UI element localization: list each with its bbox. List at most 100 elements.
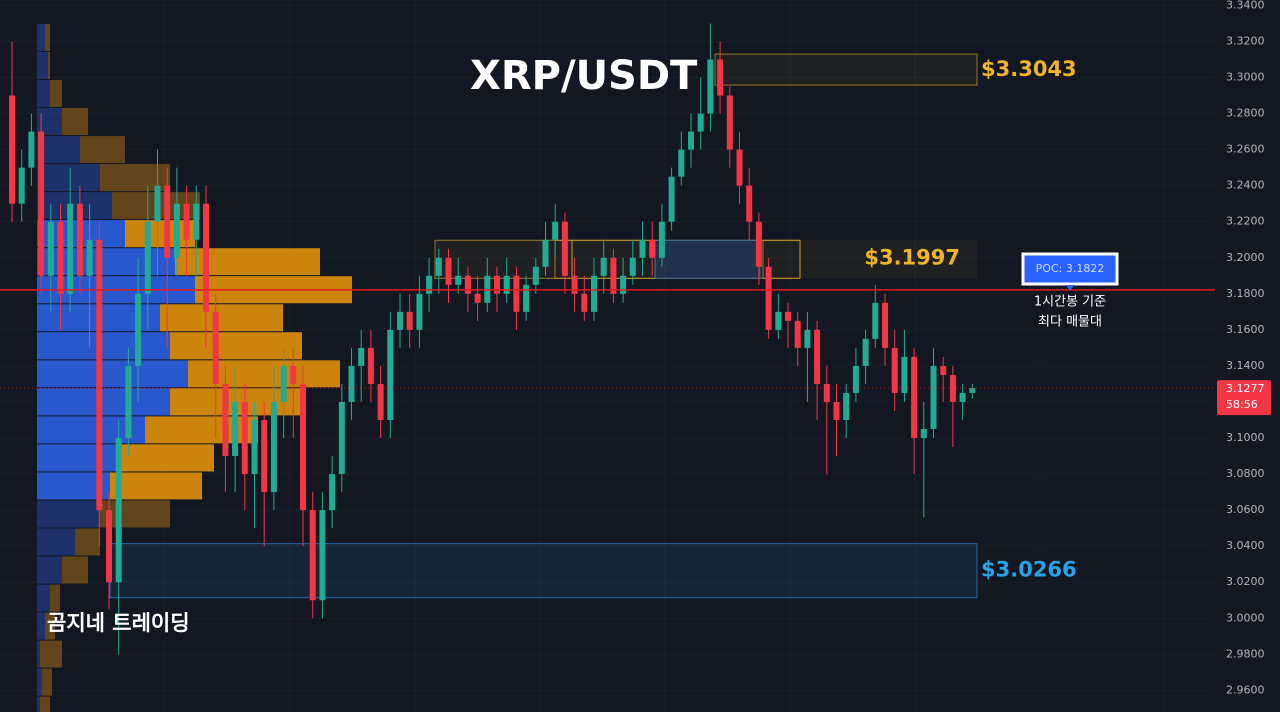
candle-body bbox=[969, 388, 976, 393]
countdown: 58:56 bbox=[1226, 398, 1258, 411]
profile-buy bbox=[37, 668, 42, 696]
profile-buy bbox=[37, 332, 170, 360]
y-tick-label: 3.3200 bbox=[1226, 34, 1265, 47]
profile-sell bbox=[125, 220, 195, 248]
candle-body bbox=[658, 221, 665, 258]
candle-body bbox=[561, 221, 568, 276]
candle-body bbox=[18, 167, 25, 204]
candle-body bbox=[300, 383, 306, 511]
candle-body bbox=[212, 311, 219, 384]
candle-body bbox=[697, 113, 704, 132]
profile-buy bbox=[37, 612, 45, 640]
candle-body bbox=[203, 203, 209, 312]
candle-body bbox=[736, 149, 743, 186]
profile-buy bbox=[37, 556, 62, 584]
profile-sell bbox=[40, 640, 62, 668]
candle-body bbox=[882, 302, 888, 348]
candle-body bbox=[193, 203, 200, 240]
candle-body bbox=[513, 275, 520, 312]
y-tick-label: 3.0200 bbox=[1226, 575, 1265, 588]
candle-body bbox=[707, 59, 714, 114]
profile-sell bbox=[175, 248, 320, 276]
candle-body bbox=[688, 131, 694, 150]
candle-body bbox=[940, 365, 947, 375]
poc-box bbox=[1021, 252, 1119, 286]
profile-sell bbox=[62, 107, 88, 136]
candle-body bbox=[794, 320, 801, 348]
candle-body bbox=[329, 474, 336, 511]
y-tick-label: 3.3400 bbox=[1226, 0, 1265, 11]
candle-body bbox=[28, 131, 35, 168]
candle-body bbox=[552, 221, 559, 240]
candle-body bbox=[173, 203, 180, 258]
candle-body bbox=[775, 311, 782, 330]
poc-pointer bbox=[1066, 285, 1074, 291]
candle-body bbox=[47, 221, 54, 276]
candle-body bbox=[532, 266, 539, 285]
candle-body bbox=[309, 510, 316, 601]
poc-note: 1시간봉 기준 bbox=[1034, 295, 1106, 310]
candle-body bbox=[620, 275, 627, 294]
profile-sell bbox=[50, 80, 62, 107]
candle-body bbox=[38, 131, 45, 276]
profile-sell bbox=[42, 668, 52, 696]
candle-body bbox=[164, 185, 171, 258]
profile-buy bbox=[37, 192, 112, 220]
candle-body bbox=[503, 275, 510, 294]
zone-part bbox=[762, 239, 801, 279]
candle-body bbox=[726, 95, 733, 150]
candle-body bbox=[241, 401, 248, 475]
candle-body bbox=[280, 365, 287, 402]
price-axis bbox=[1215, 0, 1280, 712]
candle-body bbox=[920, 429, 927, 439]
profile-sell bbox=[170, 332, 302, 360]
candle-body bbox=[591, 275, 597, 312]
watermark: 곰지네 트레이딩 bbox=[47, 611, 190, 635]
candle-body bbox=[406, 311, 413, 330]
profile-sell bbox=[110, 472, 202, 500]
y-tick-label: 3.0400 bbox=[1226, 539, 1265, 552]
zone-label: $3.3043 bbox=[981, 57, 1077, 81]
candle-body bbox=[232, 401, 239, 457]
candle-body bbox=[455, 275, 462, 285]
candle-body bbox=[852, 365, 859, 393]
profile-buy bbox=[37, 500, 100, 528]
profile-buy bbox=[37, 584, 50, 612]
candle-body bbox=[901, 356, 908, 393]
y-tick-label: 3.0000 bbox=[1226, 611, 1265, 624]
candle-body bbox=[251, 419, 258, 475]
profile-sell bbox=[48, 51, 50, 80]
candle-body bbox=[649, 239, 656, 258]
last-price-badge bbox=[1217, 380, 1271, 416]
candle-body bbox=[872, 302, 879, 339]
candle-body bbox=[183, 203, 190, 240]
candle-body bbox=[678, 149, 685, 177]
candle-body bbox=[765, 266, 772, 330]
candle-body bbox=[639, 239, 646, 258]
chart-title: XRP/USDT bbox=[470, 53, 698, 99]
y-tick-label: 3.0600 bbox=[1226, 503, 1265, 516]
candle-body bbox=[464, 275, 471, 294]
candle-body bbox=[746, 185, 753, 222]
profile-buy bbox=[37, 164, 100, 192]
candle-body bbox=[843, 392, 850, 420]
candle-body bbox=[911, 356, 918, 439]
profile-sell bbox=[160, 304, 283, 332]
profile-sell bbox=[80, 136, 125, 164]
last-price-label: 3.1277 bbox=[1226, 382, 1265, 395]
candle-body bbox=[804, 329, 811, 348]
profile-sell bbox=[45, 23, 50, 51]
y-tick-label: 3.3000 bbox=[1226, 71, 1265, 84]
price-zone bbox=[109, 543, 978, 599]
candle-body bbox=[600, 257, 607, 276]
candle-body bbox=[785, 311, 791, 321]
candle-body bbox=[426, 275, 433, 294]
candle-body bbox=[154, 185, 161, 222]
price-zone bbox=[435, 240, 977, 279]
candle-body bbox=[319, 510, 326, 601]
profile-buy bbox=[37, 360, 188, 388]
candle-body bbox=[668, 176, 675, 222]
candle-body bbox=[115, 438, 122, 583]
profile-sell bbox=[75, 528, 100, 556]
profile-buy bbox=[37, 640, 40, 668]
